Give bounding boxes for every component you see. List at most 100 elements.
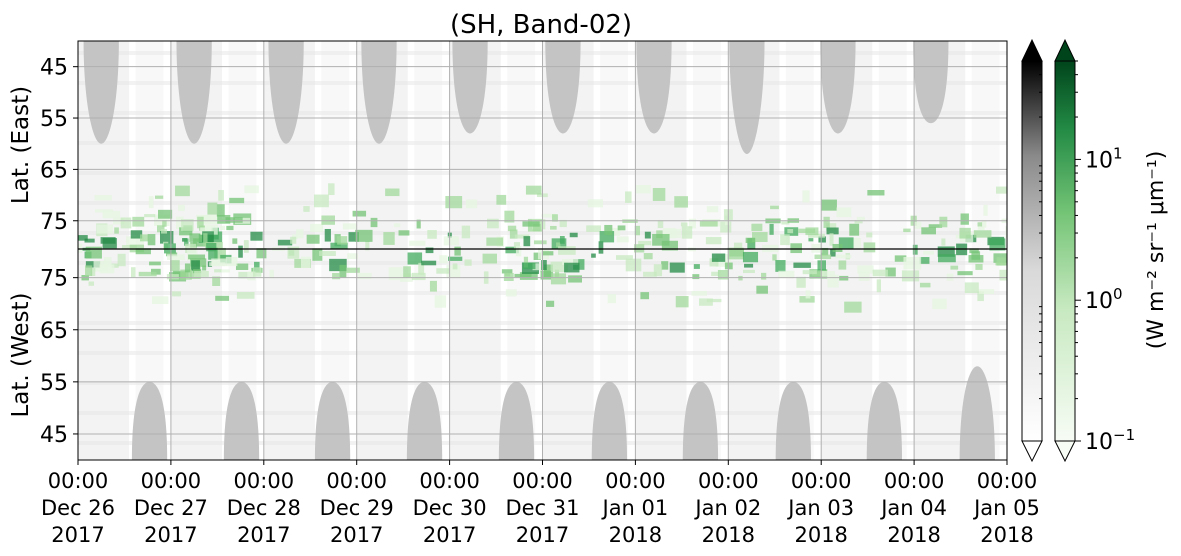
signal-cell xyxy=(706,206,719,213)
signal-cell xyxy=(425,247,434,254)
bottom-dome xyxy=(498,381,535,460)
signal-cell xyxy=(709,258,719,267)
signal-cell xyxy=(157,225,165,233)
signal-cell xyxy=(960,213,969,225)
x-tick-label: 2018 xyxy=(887,523,940,547)
signal-cell xyxy=(912,244,918,255)
signal-cell xyxy=(303,206,310,212)
signal-cell xyxy=(808,238,814,242)
signal-cell xyxy=(742,269,755,274)
signal-cell xyxy=(857,265,874,274)
signal-cell xyxy=(398,230,410,236)
signal-cell xyxy=(941,238,946,246)
signal-cell xyxy=(733,242,743,250)
x-tick-label: Jan 04 xyxy=(879,496,947,520)
colorbar-gray-body xyxy=(1021,60,1043,442)
signal-cell xyxy=(254,261,260,272)
signal-cell xyxy=(681,226,693,239)
signal-cell xyxy=(643,271,657,277)
signal-cell xyxy=(328,183,335,196)
y-tick-label: 65 xyxy=(40,158,68,183)
signal-cell xyxy=(616,236,629,243)
x-tick-label: Dec 28 xyxy=(227,496,301,520)
signal-cell xyxy=(848,238,861,250)
signal-cell xyxy=(235,263,249,270)
signal-cell xyxy=(513,242,520,249)
signal-cell xyxy=(103,257,112,268)
signal-cell xyxy=(85,246,102,259)
x-tick-label: Jan 05 xyxy=(972,496,1040,520)
signal-cell xyxy=(352,210,367,217)
signal-cell xyxy=(519,272,538,280)
signal-cell xyxy=(727,247,744,260)
signal-cell xyxy=(826,223,837,231)
signal-cell xyxy=(858,271,870,281)
signal-cell xyxy=(370,217,378,228)
chart-title: (SH, Band-02) xyxy=(450,10,632,40)
signal-cell xyxy=(154,195,164,199)
signal-cell xyxy=(983,204,988,216)
signal-cell xyxy=(138,271,157,277)
signal-cell xyxy=(939,216,948,228)
signal-cell xyxy=(652,187,666,201)
signal-cell xyxy=(211,258,227,267)
signal-cell xyxy=(505,273,511,277)
signal-cell xyxy=(823,216,830,229)
signal-cell xyxy=(556,242,561,248)
top-dome xyxy=(636,41,672,134)
signal-cell xyxy=(252,267,262,277)
signal-cell xyxy=(546,300,555,307)
signal-cell xyxy=(817,260,826,271)
signal-cell xyxy=(214,247,226,260)
x-tick-label: Dec 29 xyxy=(320,496,394,520)
signal-cell xyxy=(661,261,669,270)
signal-cell xyxy=(587,199,604,208)
signal-cell xyxy=(218,190,224,201)
signal-cell xyxy=(238,245,243,258)
x-tick-label: 2018 xyxy=(794,523,847,547)
signal-cell xyxy=(448,256,463,261)
signal-cell xyxy=(901,270,920,282)
signal-cell xyxy=(131,267,136,278)
signal-cell xyxy=(324,228,331,242)
x-tick-label: Dec 26 xyxy=(41,496,115,520)
signal-cell xyxy=(787,229,794,234)
signal-cell xyxy=(439,255,448,264)
signal-cell xyxy=(411,272,426,281)
signal-cell xyxy=(215,295,230,301)
signal-cell xyxy=(653,264,663,277)
signal-cell xyxy=(332,272,341,280)
signal-cell xyxy=(761,272,767,280)
signal-cell xyxy=(699,298,713,306)
y-tick-label: 45 xyxy=(40,56,68,81)
signal-cell xyxy=(505,289,517,297)
signal-cell xyxy=(706,298,722,303)
signal-cell xyxy=(94,195,112,201)
signal-cell xyxy=(693,264,700,269)
signal-cell xyxy=(203,233,208,246)
signal-cell xyxy=(184,238,189,246)
signal-cell xyxy=(814,254,832,260)
signal-cell xyxy=(744,263,754,268)
signal-cell xyxy=(507,225,517,232)
x-tick-label: Dec 27 xyxy=(134,496,208,520)
signal-cell xyxy=(914,221,922,229)
x-tick-label: 00:00 xyxy=(884,469,945,493)
signal-cell xyxy=(599,231,615,243)
signal-cell xyxy=(569,232,578,238)
colorbar-label: (W m⁻² sr⁻¹ μm⁻¹) xyxy=(1144,151,1169,350)
signal-cell xyxy=(85,261,101,268)
top-dome xyxy=(729,41,765,154)
signal-cell xyxy=(465,199,478,209)
ylabel-bottom: Lat. (West) xyxy=(8,292,34,417)
x-tick-label: 00:00 xyxy=(605,469,666,493)
x-tick-label: 00:00 xyxy=(326,469,387,493)
signal-cell xyxy=(150,268,161,275)
signal-cell xyxy=(247,271,256,281)
signal-cell xyxy=(140,234,149,242)
signal-cell xyxy=(445,196,463,209)
signal-cell xyxy=(144,214,156,218)
top-dome xyxy=(452,41,488,134)
signal-cell xyxy=(999,269,1007,281)
signal-cell xyxy=(496,194,507,205)
